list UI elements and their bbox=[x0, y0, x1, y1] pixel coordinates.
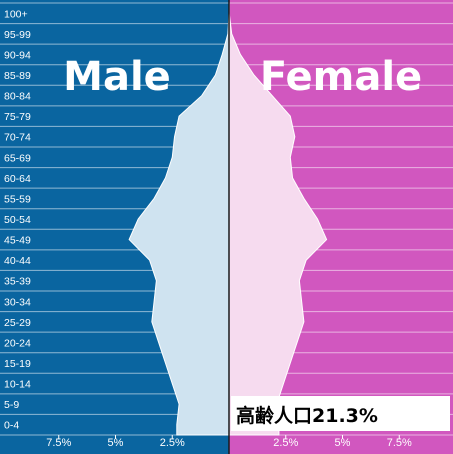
age-label-60-64: 60-64 bbox=[4, 173, 31, 185]
age-label-75-79: 75-79 bbox=[4, 111, 31, 123]
age-label-45-49: 45-49 bbox=[4, 235, 31, 247]
age-label-15-19: 15-19 bbox=[4, 358, 31, 370]
female-title: Female bbox=[260, 54, 422, 100]
male-title: Male bbox=[63, 54, 171, 100]
male-series-shape bbox=[128, 3, 230, 436]
x-tick-label: 7.5% bbox=[46, 437, 71, 449]
age-label-70-74: 70-74 bbox=[4, 132, 31, 144]
age-group-labels: 0-4 5-9 10-14 15-19 20-24 25-29 30-34 35-39 40-4… bbox=[4, 8, 31, 431]
age-label-5-9: 5-9 bbox=[4, 399, 19, 411]
age-label-85-89: 85-89 bbox=[4, 70, 31, 82]
elderly-population-note: 高齢人口21.3% bbox=[236, 404, 378, 427]
x-tick-label: 5% bbox=[108, 437, 124, 449]
x-tick-label: 5% bbox=[335, 437, 351, 449]
age-label-90-94: 90-94 bbox=[4, 49, 31, 61]
x-axis-ticks: 7.5% 5% 2.5% 2.5% 5% 7.5% bbox=[46, 435, 412, 449]
age-label-100+: 100+ bbox=[4, 8, 28, 20]
age-label-40-44: 40-44 bbox=[4, 255, 31, 267]
age-label-65-69: 65-69 bbox=[4, 152, 31, 164]
x-tick-label: 7.5% bbox=[387, 437, 412, 449]
age-label-20-24: 20-24 bbox=[4, 337, 31, 349]
age-label-35-39: 35-39 bbox=[4, 276, 31, 288]
age-label-25-29: 25-29 bbox=[4, 317, 31, 329]
age-label-30-34: 30-34 bbox=[4, 296, 31, 308]
age-label-0-4: 0-4 bbox=[4, 420, 19, 432]
age-label-10-14: 10-14 bbox=[4, 379, 31, 391]
age-label-50-54: 50-54 bbox=[4, 214, 31, 226]
age-label-95-99: 95-99 bbox=[4, 29, 31, 41]
age-label-55-59: 55-59 bbox=[4, 193, 31, 205]
x-tick-label: 2.5% bbox=[160, 437, 185, 449]
age-label-80-84: 80-84 bbox=[4, 91, 31, 103]
female-series-shape bbox=[228, 2, 328, 436]
x-tick-label: 2.5% bbox=[273, 437, 298, 449]
note-box bbox=[231, 396, 450, 431]
